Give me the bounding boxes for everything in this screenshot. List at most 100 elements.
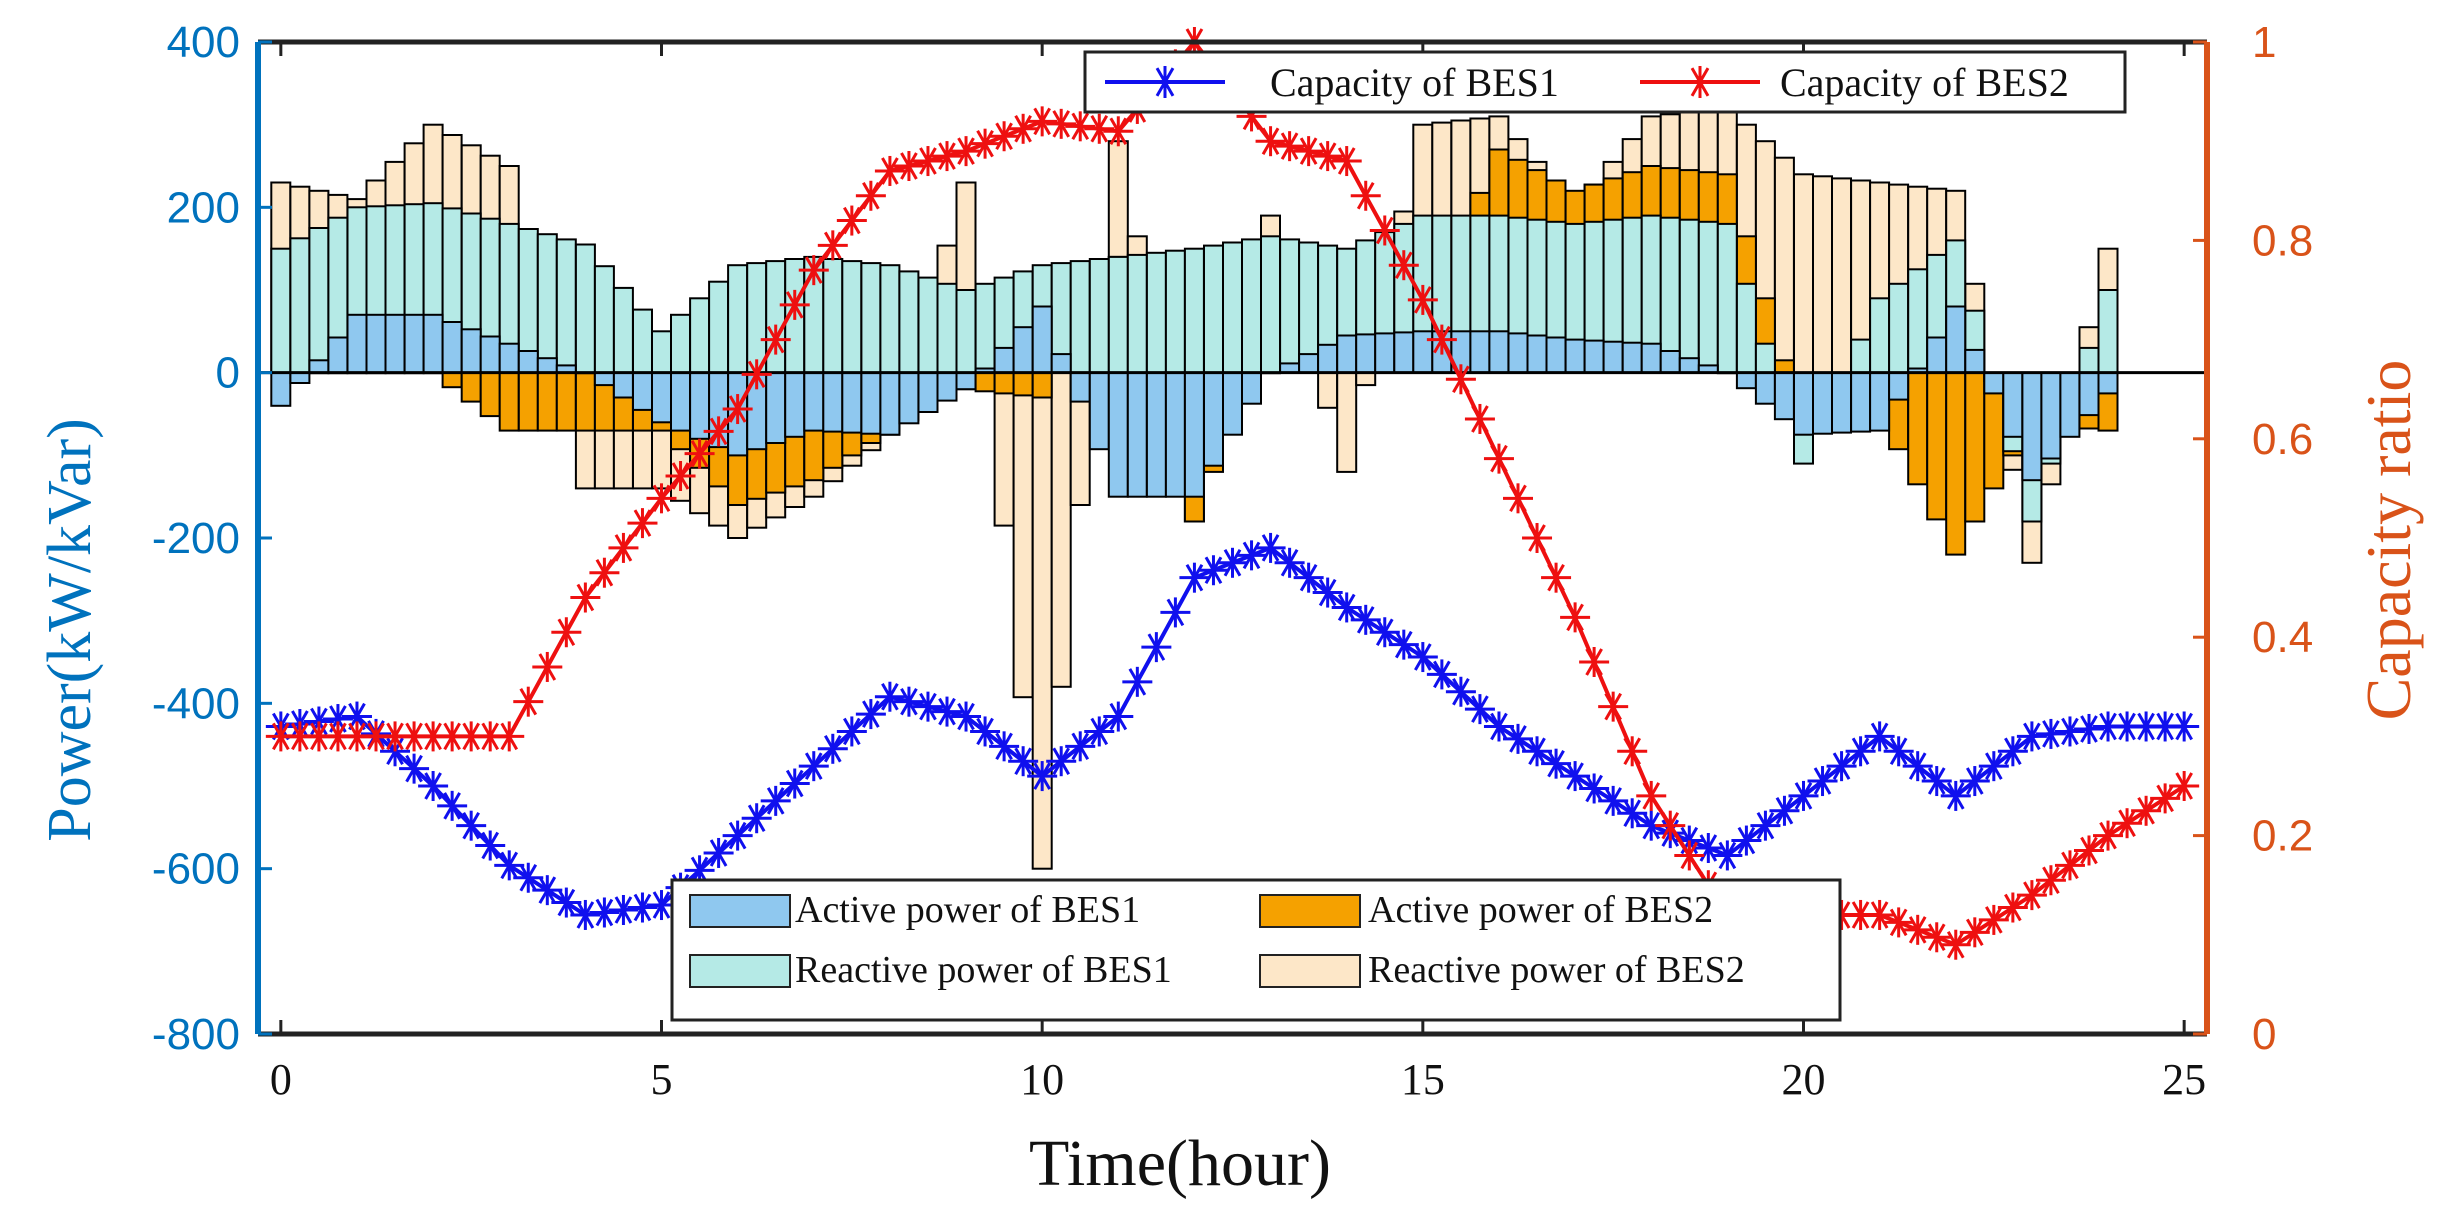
- bar: [1355, 333, 1377, 374]
- line-point: [1541, 748, 1572, 779]
- bar: [1507, 332, 1529, 374]
- bar: [974, 282, 996, 374]
- bar: [593, 371, 615, 387]
- line-point: [494, 850, 525, 881]
- line-point: [932, 696, 963, 727]
- line-point: [760, 324, 791, 355]
- y-axis-label-right: Capacity ratio: [2353, 360, 2424, 721]
- line-point: [2016, 880, 2047, 911]
- x-tick-label: 10: [1020, 1055, 1064, 1104]
- line-point: [2073, 713, 2104, 744]
- bar: [555, 371, 577, 432]
- bar: [346, 313, 368, 374]
- bar: [860, 262, 882, 374]
- line-point: [1350, 180, 1381, 211]
- line-point: [399, 753, 430, 784]
- line-point: [951, 701, 982, 732]
- line-point: [1103, 701, 1134, 732]
- line-point: [1160, 597, 1191, 628]
- line-point: [1255, 532, 1286, 563]
- bar: [1773, 371, 1795, 421]
- line-point: [1693, 833, 1724, 863]
- bar: [917, 276, 939, 374]
- line-point: [1388, 629, 1419, 660]
- line-point: [855, 699, 886, 730]
- legend-bottom-label: Active power of BES2: [1368, 889, 1713, 931]
- line-point: [1997, 736, 2028, 767]
- bar: [689, 297, 711, 374]
- bar: [1183, 371, 1205, 498]
- line-point: [2169, 711, 2200, 742]
- line-point: [1274, 547, 1305, 578]
- bar: [422, 313, 444, 374]
- bar: [1050, 353, 1072, 374]
- legend-top-entry: Capacity of BES1: [1105, 60, 1559, 105]
- line-point: [1027, 106, 1058, 137]
- bar: [1659, 350, 1681, 374]
- bar: [384, 313, 406, 374]
- bar: [1545, 336, 1567, 374]
- bar: [536, 233, 558, 374]
- line-point: [741, 359, 772, 390]
- line-point: [722, 394, 753, 425]
- bar: [1164, 371, 1186, 498]
- line-series-1: [265, 27, 2200, 960]
- line-point: [1293, 562, 1324, 593]
- bar: [498, 371, 520, 432]
- bar: [1279, 238, 1301, 374]
- y-tick-label-left: 0: [216, 349, 240, 398]
- line-point: [1274, 131, 1305, 162]
- bar: [651, 371, 672, 424]
- bar: [2078, 346, 2100, 374]
- line-point: [1502, 483, 1533, 514]
- line-point: [989, 121, 1020, 152]
- line-point: [817, 230, 848, 261]
- line-point: [1959, 766, 1990, 797]
- line-point: [456, 810, 487, 841]
- bar: [1298, 353, 1320, 374]
- bar: [1526, 334, 1548, 374]
- bar: [1640, 342, 1662, 374]
- bar: [612, 286, 634, 374]
- line-point: [970, 716, 1001, 747]
- bar: [1088, 258, 1110, 374]
- bar: [993, 371, 1015, 527]
- line-point: [1940, 780, 1971, 811]
- bar: [365, 313, 387, 374]
- legend-bottom-box: [670, 878, 1842, 1022]
- line-point: [1921, 766, 1952, 797]
- legend-top-entry: Capacity of BES2: [1640, 60, 2069, 105]
- legend-bottom-label: Reactive power of BES2: [1368, 949, 1745, 991]
- bar: [1183, 247, 1205, 374]
- line-point: [2150, 783, 2181, 814]
- line-series-0: [265, 532, 2200, 930]
- line-point: [570, 899, 601, 930]
- bar: [1126, 371, 1148, 498]
- line-layer: [265, 27, 2200, 960]
- line-point: [532, 875, 563, 906]
- bar: [1831, 177, 1852, 374]
- line-point: [1598, 691, 1629, 722]
- line-point: [532, 651, 563, 682]
- bar: [1145, 251, 1167, 374]
- bar: [1831, 371, 1852, 434]
- line-point: [1579, 647, 1610, 677]
- bar: [460, 371, 482, 403]
- bar: [1336, 334, 1358, 374]
- bar: [555, 238, 577, 374]
- x-axis-label: Time(hour): [1029, 1127, 1331, 1200]
- bar: [1012, 326, 1034, 374]
- line-point: [1179, 562, 1210, 593]
- line-point: [1008, 746, 1039, 777]
- line-point: [1141, 632, 1172, 663]
- line-point: [760, 785, 791, 816]
- line-point: [1959, 917, 1990, 948]
- line-point: [513, 686, 544, 717]
- bar: [2021, 371, 2043, 482]
- bar: [765, 371, 787, 445]
- line-point: [1388, 250, 1419, 281]
- bar: [670, 371, 691, 432]
- line-point: [1921, 922, 1952, 953]
- bar: [1945, 305, 1967, 374]
